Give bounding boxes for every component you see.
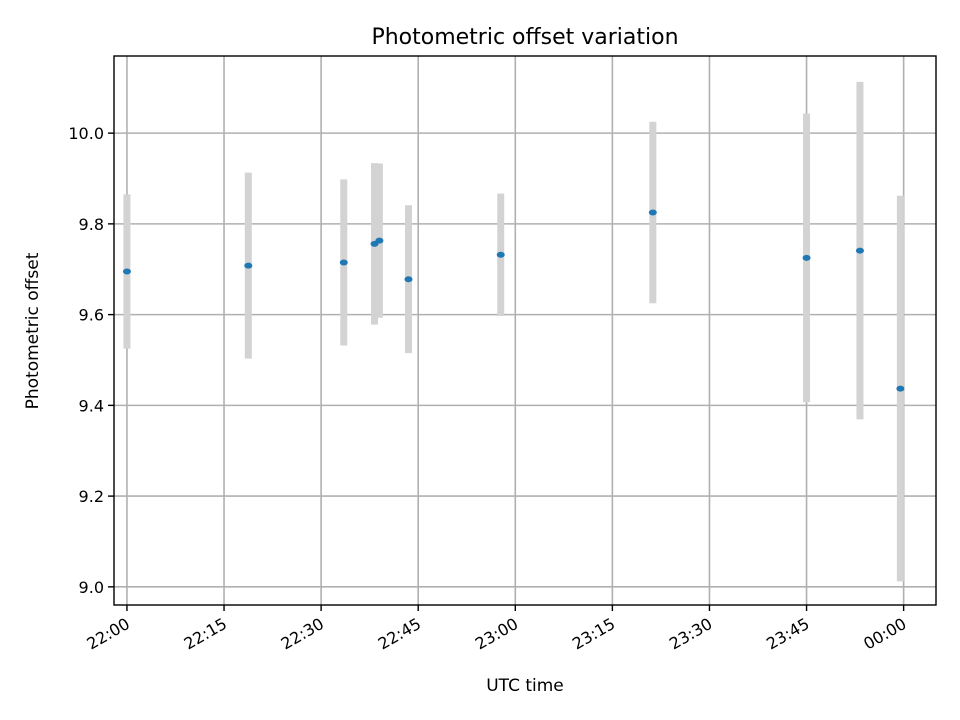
data-point [802, 254, 811, 261]
y-tick-label: 9.0 [79, 578, 104, 597]
data-point [648, 209, 657, 216]
data-point [404, 276, 413, 283]
y-tick-label: 9.2 [79, 487, 104, 506]
y-tick-label: 9.4 [79, 396, 104, 415]
data-point [244, 262, 253, 269]
y-axis-label: Photometric offset [23, 252, 43, 409]
data-point [339, 259, 348, 266]
data-point [496, 251, 505, 258]
chart-title: Photometric offset variation [371, 25, 678, 50]
x-axis-label: UTC time [486, 676, 564, 696]
plot-area-frame [113, 55, 937, 606]
y-tick-label: 9.8 [79, 215, 104, 234]
data-point [375, 237, 384, 244]
y-tick-label: 10.0 [68, 124, 104, 143]
grid [114, 56, 936, 605]
data-points [122, 209, 905, 392]
data-point [122, 268, 131, 275]
y-tick-label: 9.6 [79, 306, 104, 325]
data-point [896, 385, 905, 392]
data-point [855, 247, 864, 254]
